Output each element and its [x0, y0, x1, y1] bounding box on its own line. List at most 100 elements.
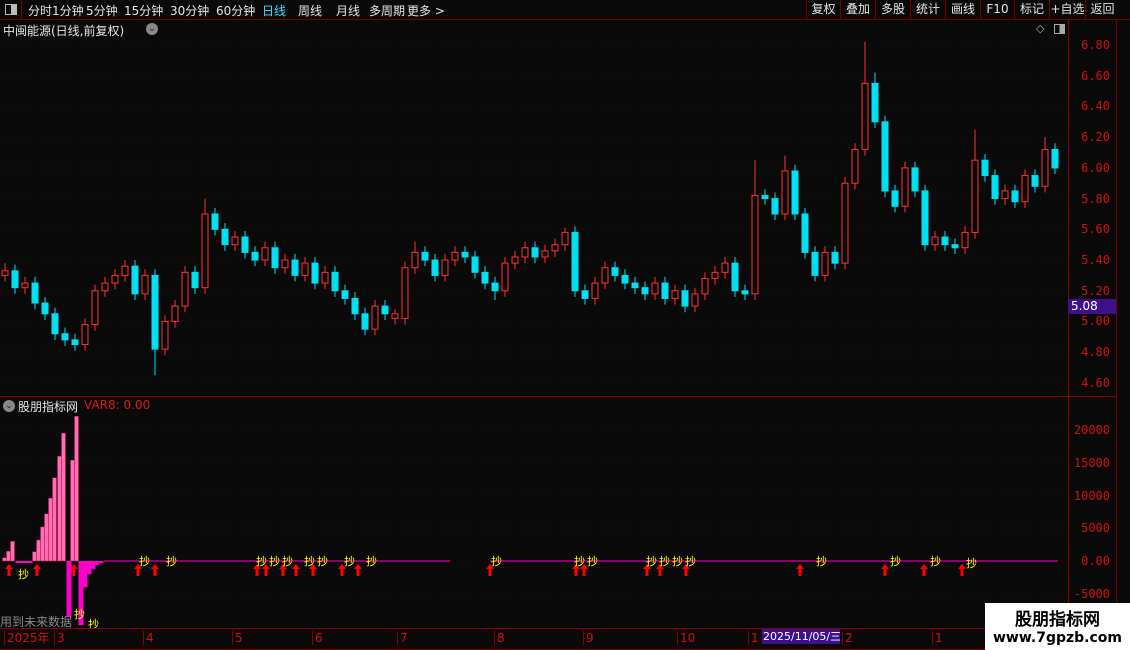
- candle-body: [61, 333, 69, 341]
- candle-body: [81, 324, 89, 346]
- diamond-icon[interactable]: ◇: [1036, 22, 1045, 35]
- candle-body: [471, 256, 479, 273]
- price-tick: 4.80: [1081, 345, 1110, 360]
- candle-body: [661, 282, 669, 299]
- signal-label: 抄: [646, 554, 657, 568]
- price-tick: 5.80: [1081, 191, 1110, 206]
- toolbar-button-5[interactable]: F10: [980, 0, 1014, 20]
- candle-body: [481, 271, 489, 284]
- indicator-bar: [48, 497, 53, 562]
- tab-3[interactable]: 15分钟: [124, 4, 164, 18]
- buy-arrow-icon: [796, 564, 804, 576]
- tab-2[interactable]: 5分钟: [86, 4, 118, 18]
- candle-body: [741, 290, 749, 295]
- candle-body: [281, 259, 289, 269]
- time-label: 2025年: [4, 631, 50, 645]
- price-tick: 5.40: [1081, 253, 1110, 268]
- buy-arrow-icon: [580, 564, 588, 576]
- current-price-badge: 5.08: [1068, 299, 1116, 314]
- indicator-name[interactable]: 股朋指标网: [18, 400, 79, 414]
- candle-body: [861, 82, 869, 150]
- price-tick: 5.00: [1081, 314, 1110, 329]
- tab-4[interactable]: 30分钟: [170, 4, 210, 18]
- toolbar-button-0[interactable]: 复权: [806, 0, 840, 20]
- window-toggle-icon[interactable]: [1054, 24, 1065, 34]
- layout-toggle-icon[interactable]: [0, 0, 22, 20]
- candle-body: [181, 271, 189, 307]
- signal-label: 抄: [816, 554, 827, 568]
- toolbar-button-1[interactable]: 叠加: [840, 0, 875, 20]
- toolbar-button-7[interactable]: +自选: [1049, 0, 1085, 20]
- tab-0[interactable]: 分时: [28, 4, 53, 18]
- signal-label: 抄: [659, 554, 670, 568]
- indicator-bar: [19, 561, 25, 563]
- indicator-bar: [23, 561, 29, 563]
- candle-body: [301, 262, 309, 276]
- candle-body: [111, 274, 119, 284]
- indicator-bar: [2, 557, 7, 562]
- buy-arrow-icon: [134, 564, 142, 576]
- toolbar-button-6[interactable]: 标记: [1014, 0, 1049, 20]
- indicator-tick: 0.00: [1081, 554, 1110, 568]
- signal-label: 抄: [574, 554, 585, 568]
- buy-arrow-icon: [279, 564, 287, 576]
- time-axis: [0, 628, 1116, 650]
- candle-body: [441, 259, 449, 276]
- price-tick: 6.00: [1081, 160, 1110, 175]
- candle-body: [1021, 175, 1029, 203]
- indicator-tick: -5000: [1073, 586, 1110, 601]
- candle-body: [451, 251, 459, 261]
- period-toolbar: 分时 1分钟 5分钟 15分钟 30分钟 60分钟 日线 周线 月线 多周期 更多 > 复权 叠加 多股…: [0, 0, 1130, 20]
- candle-body: [731, 262, 739, 292]
- tab-6[interactable]: 日线: [262, 4, 287, 18]
- buy-arrow-icon: [292, 564, 300, 576]
- signal-label: 抄: [366, 554, 377, 568]
- candle-body: [501, 262, 509, 292]
- time-label: 1: [932, 631, 943, 645]
- toolbar-button-2[interactable]: 多股: [875, 0, 910, 20]
- candle-body: [291, 259, 299, 276]
- candle-body: [551, 244, 559, 252]
- signal-label: 抄: [269, 554, 280, 568]
- indicator-bar: [86, 561, 92, 575]
- buy-arrow-icon: [920, 564, 928, 576]
- toolbar-button-8[interactable]: 返回: [1085, 0, 1119, 20]
- signal-label: 抄: [256, 554, 267, 568]
- price-tick: 4.60: [1081, 375, 1110, 390]
- candle-body: [491, 282, 499, 292]
- candle-body: [951, 244, 959, 249]
- signal-label: 抄: [88, 617, 99, 628]
- candle-body: [161, 320, 169, 350]
- tab-8[interactable]: 月线: [336, 4, 361, 18]
- chevron-down-icon[interactable]: ⌄: [3, 400, 15, 412]
- candle-body: [721, 262, 729, 273]
- candle-body: [881, 121, 889, 192]
- candle-body: [331, 271, 339, 292]
- tab-1[interactable]: 1分钟: [52, 4, 84, 18]
- candle-body: [271, 247, 279, 269]
- tab-10[interactable]: 更多 >: [407, 4, 445, 18]
- candle-body: [241, 236, 249, 253]
- candle-body: [571, 231, 579, 292]
- toolbar-button-3[interactable]: 统计: [910, 0, 945, 20]
- candle-body: [761, 195, 769, 200]
- time-label: 5: [232, 631, 243, 645]
- toolbar-button-4[interactable]: 画线: [945, 0, 980, 20]
- signal-label: 抄: [74, 607, 85, 621]
- buy-arrow-icon: [958, 564, 966, 576]
- time-label: 6: [312, 631, 323, 645]
- candle-body: [641, 287, 649, 295]
- buy-arrow-icon: [70, 564, 78, 576]
- tab-9[interactable]: 多周期: [369, 4, 406, 18]
- candle-body: [171, 305, 179, 322]
- indicator-tick: 5000: [1081, 521, 1110, 536]
- side-panel[interactable]: [1116, 20, 1130, 650]
- chevron-down-icon[interactable]: ⌄: [146, 23, 158, 35]
- candle-body: [391, 313, 399, 319]
- signal-label: 抄: [304, 554, 315, 568]
- tab-5[interactable]: 60分钟: [216, 4, 256, 18]
- candle-body: [801, 213, 809, 253]
- tab-7[interactable]: 周线: [298, 4, 323, 18]
- time-label: 8: [494, 631, 505, 645]
- indicator-bar: [61, 433, 66, 562]
